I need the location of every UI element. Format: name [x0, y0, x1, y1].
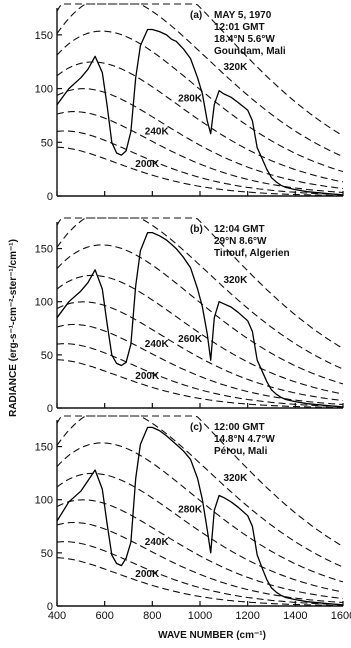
- panel-label: (a): [190, 10, 202, 21]
- panel-3: 0 50 100 150 400 600 800 1000 1200 1400 1600 200K 24…: [35, 415, 351, 622]
- annotation-line: Pérou, Mali: [214, 446, 268, 457]
- y-tick-label: 150: [35, 244, 53, 256]
- blackbody-label-200k: 200K: [135, 569, 160, 580]
- blackbody-label-280k: 280K: [178, 94, 203, 105]
- y-tick-label: 0: [47, 191, 53, 203]
- blackbody-label-240k: 240K: [145, 339, 170, 350]
- blackbody-label-200k: 200K: [135, 159, 160, 170]
- annotation-line: 18.4°N 5.6°W: [214, 34, 275, 45]
- annotation-line: 12:04 GMT: [214, 224, 265, 235]
- x-axis-label: WAVE NUMBER (cm⁻¹): [158, 630, 266, 641]
- blackbody-curve-320k: [56, 3, 344, 158]
- panel-label: (c): [190, 422, 202, 433]
- blackbody-curve-320k: [56, 415, 344, 568]
- blackbody-label-260k: 260K: [178, 334, 203, 345]
- blackbody-label-200k: 200K: [135, 371, 160, 382]
- blackbody-curve-340k: [56, 217, 344, 349]
- blackbody-curve-320k: [56, 217, 344, 370]
- y-tick-label: 50: [41, 350, 53, 362]
- y-tick-label: 100: [35, 297, 53, 309]
- blackbody-curve-240k: [56, 111, 344, 193]
- y-tick-label: 50: [41, 548, 53, 560]
- y-tick-label: 150: [35, 30, 53, 42]
- annotation-line: 12:00 GMT: [214, 422, 265, 433]
- x-tick-label: 600: [95, 610, 113, 622]
- x-tick-label: 1600: [331, 610, 351, 622]
- x-tick-label: 1200: [235, 610, 259, 622]
- blackbody-curve-200k: [56, 359, 343, 409]
- blackbody-label-240k: 240K: [145, 537, 170, 548]
- blackbody-curve-340k: [56, 3, 344, 137]
- y-tick-label: 0: [47, 601, 53, 613]
- blackbody-label-240k: 240K: [145, 126, 170, 137]
- annotation-line: 12:01 GMT: [214, 22, 265, 33]
- annotation-line: MAY 5, 1970: [214, 10, 272, 21]
- blackbody-curve-260k: [56, 301, 344, 402]
- y-tick-label: 150: [35, 442, 53, 454]
- blackbody-label-280k: 280K: [178, 505, 203, 516]
- blackbody-label-320k: 320K: [223, 62, 248, 73]
- annotation-line: 14.8°N 4.7°W: [214, 434, 275, 445]
- blackbody-curve-280k: [56, 61, 344, 183]
- annotation-line: Tinouf, Algerien: [214, 248, 290, 259]
- blackbody-curve-200k: [56, 557, 343, 607]
- y-axis-label: RADIANCE (erg-s⁻¹-cm⁻²-ster⁻¹/cm⁻¹): [8, 239, 19, 417]
- blackbody-curve-240k: [56, 521, 344, 604]
- blackbody-curve-240k: [56, 323, 344, 406]
- measured-spectrum: [56, 426, 344, 606]
- panel-2: 0 50 100 150 200K 240K 260K 320K (b) 12:04 GMT29°…: [35, 217, 344, 415]
- x-tick-label: 400: [48, 610, 66, 622]
- annotation-line: 29°N 8.6°W: [214, 236, 267, 247]
- blackbody-curve-280k: [56, 472, 344, 593]
- blackbody-curve-220k: [56, 343, 344, 408]
- panel-label: (b): [190, 224, 203, 235]
- y-tick-label: 100: [35, 495, 53, 507]
- blackbody-curve-300k: [56, 244, 344, 385]
- blackbody-label-320k: 320K: [223, 473, 248, 484]
- x-tick-label: 800: [143, 610, 161, 622]
- y-tick-label: 100: [35, 84, 53, 96]
- blackbody-label-320k: 320K: [223, 275, 248, 286]
- blackbody-curve-280k: [56, 274, 344, 395]
- blackbody-curve-340k: [56, 415, 344, 547]
- measured-spectrum: [56, 28, 344, 196]
- blackbody-curve-220k: [56, 541, 344, 606]
- annotation-line: Goundam, Mali: [214, 46, 286, 57]
- x-tick-label: 1000: [188, 610, 212, 622]
- blackbody-curve-220k: [56, 130, 344, 196]
- blackbody-curve-300k: [56, 442, 344, 583]
- blackbody-curve-300k: [56, 30, 344, 173]
- y-tick-label: 50: [41, 137, 53, 149]
- blackbody-curve-200k: [56, 146, 344, 197]
- x-tick-label: 1400: [283, 610, 307, 622]
- y-tick-label: 0: [47, 403, 53, 415]
- measured-spectrum: [56, 231, 344, 408]
